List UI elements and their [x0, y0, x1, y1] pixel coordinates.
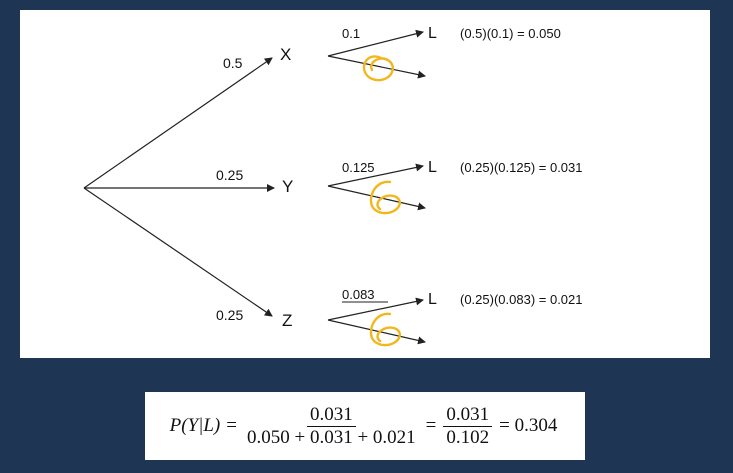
sub-branch-y-not-l [327, 185, 426, 211]
branch-prob-z: 0.25 [216, 307, 243, 323]
handwritten-circle-y [369, 180, 402, 215]
formula-fraction-1: 0.031 0.050 + 0.031 + 0.021 [244, 404, 419, 448]
fraction-1-denominator: 0.050 + 0.031 + 0.021 [246, 426, 416, 448]
sub-branch-y-l [327, 163, 424, 187]
probability-tree: 0.5 0.25 0.25 X Y Z 0.1 L (0.5)(0.1) = 0… [83, 25, 583, 347]
product-z: (0.25)(0.083) = 0.021 [460, 292, 583, 307]
node-label-y: Y [282, 177, 293, 196]
bayes-formula-panel: P(Y|L) = 0.031 0.050 + 0.031 + 0.021 = 0… [145, 392, 585, 460]
sub-branch-x-l [327, 29, 424, 57]
branch-line-x [83, 57, 273, 189]
fraction-1-numerator: 0.031 [306, 404, 356, 427]
node-label-x: X [280, 45, 291, 64]
handwritten-circle-x [362, 55, 395, 82]
leaf-label-y: L [428, 159, 437, 176]
formula-fraction-2: 0.031 0.102 [443, 404, 493, 448]
handwritten-circle-z [369, 312, 402, 347]
formula-equals: = [226, 415, 237, 436]
leaf-label-x: L [428, 25, 437, 42]
node-label-z: Z [282, 311, 292, 330]
branch-prob-y: 0.25 [216, 167, 243, 183]
branch-line-z [83, 187, 273, 317]
sub-branch-z-not-l [327, 319, 426, 345]
sub-branch-z-l [327, 297, 424, 321]
branch-prob-x: 0.5 [223, 55, 243, 71]
formula-equals-2: = [425, 415, 437, 436]
leaf-prob-x: 0.1 [342, 26, 360, 41]
fraction-2-numerator: 0.031 [443, 404, 493, 427]
formula-result: = 0.304 [499, 415, 558, 436]
sub-branch-x-not-l [327, 55, 426, 79]
leaf-label-z: L [428, 291, 437, 308]
formula-lhs: P(Y|L) [169, 415, 221, 436]
fraction-2-denominator: 0.102 [446, 426, 490, 448]
leaf-prob-z: 0.083 [342, 287, 375, 302]
product-x: (0.5)(0.1) = 0.050 [460, 26, 561, 41]
product-y: (0.25)(0.125) = 0.031 [460, 160, 583, 175]
probability-tree-panel: 0.5 0.25 0.25 X Y Z 0.1 L (0.5)(0.1) = 0… [20, 10, 710, 358]
leaf-prob-y: 0.125 [342, 160, 375, 175]
